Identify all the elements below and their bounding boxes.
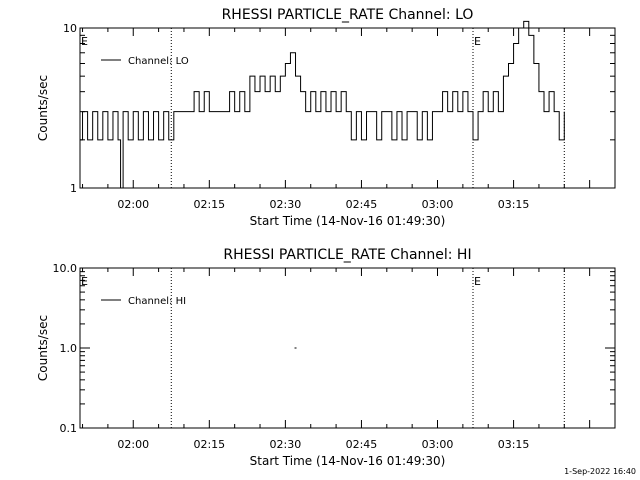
- y-tick-label: 1.0: [60, 342, 78, 355]
- x-tick-label: 02:00: [117, 438, 149, 451]
- footer-timestamp: 1-Sep-2022 16:40: [564, 467, 636, 476]
- chart-title: RHESSI PARTICLE_RATE Channel: HI: [223, 247, 471, 263]
- y-tick-label: 0.1: [60, 422, 78, 435]
- x-tick-label: 02:15: [193, 198, 225, 211]
- event-marker-label: E: [81, 35, 88, 48]
- y-tick-label: 10.0: [53, 262, 78, 275]
- y-axis-label: Counts/sec: [36, 75, 50, 141]
- legend-label: Channel: HI: [128, 296, 186, 307]
- plot-frame: [79, 267, 616, 429]
- x-tick-label: 03:15: [498, 438, 530, 451]
- chart-panel-1: RHESSI PARTICLE_RATE Channel: LO Start Ti…: [36, 7, 616, 228]
- x-tick-label: 02:30: [270, 438, 302, 451]
- series-line: [80, 20, 565, 189]
- x-tick-label: 02:30: [270, 198, 302, 211]
- x-tick-label: 03:00: [422, 438, 454, 451]
- y-axis-label: Counts/sec: [36, 315, 50, 381]
- event-marker-label: E: [474, 275, 481, 288]
- x-tick-label: 03:00: [422, 198, 454, 211]
- x-axis-label: Start Time (14-Nov-16 01:49:30): [250, 454, 446, 468]
- x-tick-label: 02:15: [193, 438, 225, 451]
- plot-frame: [79, 27, 616, 189]
- x-tick-label: 03:15: [498, 198, 530, 211]
- event-marker-label: E: [474, 35, 481, 48]
- chart-title: RHESSI PARTICLE_RATE Channel: LO: [222, 7, 474, 23]
- x-tick-label: 02:45: [346, 438, 378, 451]
- x-axis-label: Start Time (14-Nov-16 01:49:30): [250, 214, 446, 228]
- y-tick-label: 1: [70, 182, 77, 195]
- legend-label: Channel: LO: [128, 56, 189, 67]
- y-tick-label: 10: [63, 22, 77, 35]
- chart-panel-2: RHESSI PARTICLE_RATE Channel: HI Start Ti…: [36, 247, 616, 468]
- x-tick-label: 02:45: [346, 198, 378, 211]
- event-marker-label: E: [81, 275, 88, 288]
- x-tick-label: 02:00: [117, 198, 149, 211]
